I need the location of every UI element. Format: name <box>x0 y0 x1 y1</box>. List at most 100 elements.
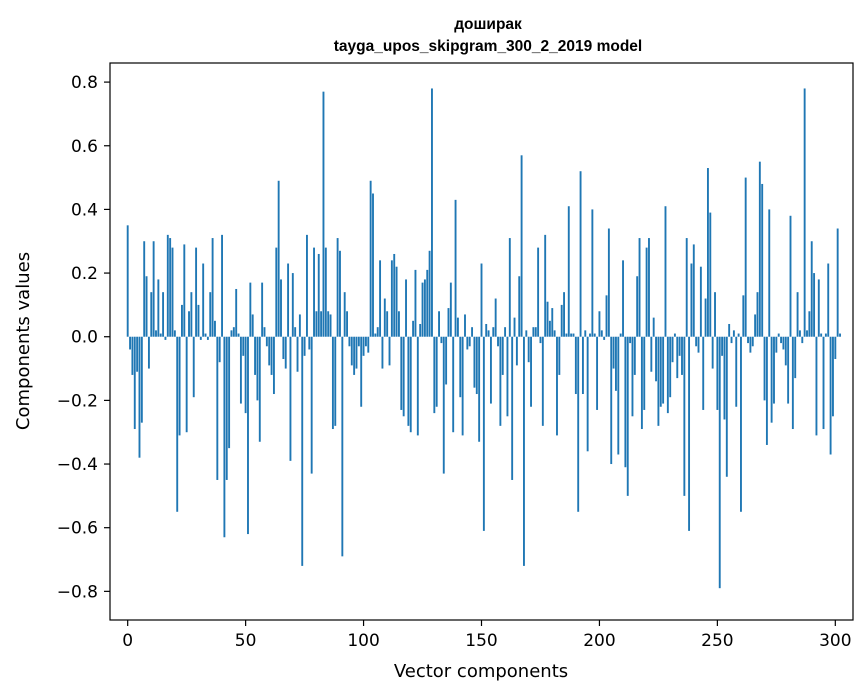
bar-267 <box>756 292 759 337</box>
bar-239 <box>690 263 693 337</box>
bar-77 <box>308 336 311 350</box>
bar-3 <box>133 336 136 430</box>
bar-136 <box>447 308 450 337</box>
bar-228 <box>664 206 667 337</box>
bar-289 <box>808 311 811 337</box>
bar-279 <box>784 336 787 366</box>
bar-286 <box>801 336 804 344</box>
y-axis-label: Components values <box>13 252 34 430</box>
bar-143 <box>464 314 466 337</box>
bar-152 <box>485 323 488 337</box>
y-axis: 0.8 0.6 0.4 0.2 0.0 −0.2 −0.4 −0.6 −0.8 <box>57 73 110 602</box>
bar-157 <box>497 336 499 347</box>
bar-146 <box>471 327 474 337</box>
bar-296 <box>824 333 827 337</box>
bar-192 <box>579 171 582 337</box>
bar-56 <box>258 336 261 442</box>
bar-18 <box>169 238 172 337</box>
bar-58 <box>263 327 266 337</box>
bar-12 <box>155 330 157 337</box>
bar-214 <box>631 336 634 417</box>
bar-55 <box>256 336 259 401</box>
bar-171 <box>530 336 532 407</box>
bar-104 <box>372 193 374 337</box>
bar-22 <box>178 336 181 436</box>
bar-36 <box>211 238 214 337</box>
bar-96 <box>353 336 356 375</box>
bar-196 <box>589 333 591 337</box>
bar-43 <box>228 336 231 449</box>
bar-154 <box>489 336 492 404</box>
bar-79 <box>313 247 315 337</box>
bar-68 <box>287 263 290 337</box>
x-tick-label: 300 <box>819 631 851 651</box>
bar-40 <box>221 234 223 337</box>
bar-65 <box>280 279 282 337</box>
bar-297 <box>827 263 830 337</box>
bar-265 <box>751 336 754 347</box>
bar-186 <box>565 333 568 337</box>
bar-93 <box>346 311 348 337</box>
bar-52 <box>249 282 252 337</box>
bar-144 <box>466 336 469 350</box>
bar-295 <box>822 336 825 430</box>
bar-226 <box>659 336 662 407</box>
bar-205 <box>610 336 613 465</box>
bar-45 <box>232 327 235 337</box>
bar-246 <box>706 168 709 337</box>
bar-116 <box>400 336 403 410</box>
bar-252 <box>721 336 724 356</box>
bar-184 <box>560 304 563 337</box>
bar-26 <box>188 311 190 337</box>
bar-69 <box>289 336 292 461</box>
bar-176 <box>541 336 544 426</box>
y-tick-label: 0.6 <box>71 137 98 157</box>
bar-131 <box>435 336 438 407</box>
y-tick-label: −0.2 <box>57 391 98 411</box>
bar-101 <box>364 336 367 347</box>
bar-80 <box>315 311 318 337</box>
bar-173 <box>534 327 537 337</box>
bar-108 <box>381 336 384 369</box>
bar-206 <box>612 336 615 369</box>
bar-139 <box>454 199 457 337</box>
bar-30 <box>197 304 200 337</box>
bar-142 <box>461 336 464 436</box>
bar-172 <box>532 327 535 337</box>
bar-217 <box>638 238 641 337</box>
bar-264 <box>749 336 752 353</box>
bar-235 <box>681 336 683 375</box>
x-tick-label: 100 <box>347 631 379 651</box>
bar-34 <box>206 336 209 340</box>
bar-0 <box>126 225 129 337</box>
bar-147 <box>473 336 476 388</box>
bar-256 <box>730 336 733 344</box>
bar-130 <box>433 336 436 414</box>
bar-185 <box>563 292 565 337</box>
bar-262 <box>744 177 747 337</box>
bar-66 <box>282 336 285 360</box>
bar-302 <box>839 333 841 337</box>
bar-123 <box>416 336 419 436</box>
bar-293 <box>817 279 820 337</box>
bar-11 <box>152 241 155 337</box>
bar-76 <box>306 234 308 337</box>
bar-273 <box>770 336 773 423</box>
bar-124 <box>419 323 422 337</box>
bar-190 <box>574 336 577 395</box>
bar-87 <box>331 336 334 430</box>
bar-276 <box>777 333 780 337</box>
bar-250 <box>716 336 719 410</box>
bar-229 <box>666 336 669 414</box>
bar-7 <box>143 241 146 337</box>
bar-51 <box>247 336 249 535</box>
y-tick-label: −0.6 <box>57 519 98 539</box>
bar-119 <box>407 336 410 426</box>
bar-280 <box>787 336 790 404</box>
bar-25 <box>185 336 188 433</box>
bar-199 <box>596 336 599 410</box>
bar-257 <box>732 330 735 337</box>
bar-10 <box>150 292 153 337</box>
bar-122 <box>414 269 417 337</box>
